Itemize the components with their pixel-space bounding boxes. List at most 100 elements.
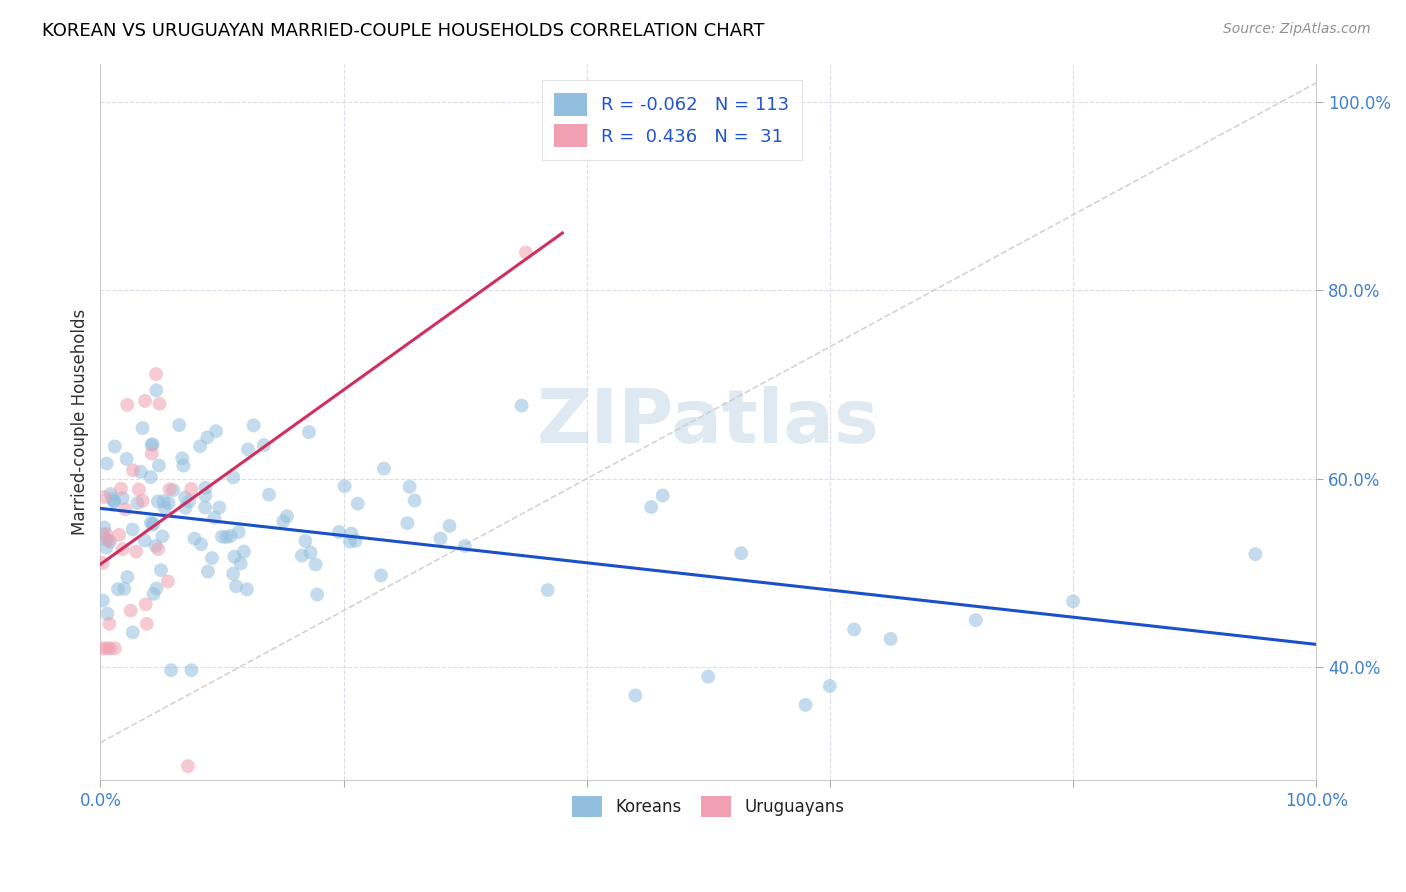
Point xyxy=(145,384,167,398)
Point xyxy=(128,483,150,497)
Point xyxy=(96,527,118,541)
Text: Source: ZipAtlas.com: Source: ZipAtlas.com xyxy=(1223,22,1371,37)
Point xyxy=(515,245,537,260)
Point xyxy=(299,545,322,559)
Point xyxy=(96,541,118,555)
Point xyxy=(224,549,246,564)
Point xyxy=(291,549,314,563)
Point xyxy=(339,534,361,549)
Point xyxy=(1062,594,1084,608)
Point xyxy=(242,418,264,433)
Point xyxy=(142,516,165,531)
Point xyxy=(153,500,176,515)
Point xyxy=(271,514,294,528)
Point xyxy=(180,482,202,496)
Point xyxy=(537,582,560,597)
Point xyxy=(149,397,172,411)
Point xyxy=(205,424,228,438)
Point xyxy=(340,526,363,541)
Point xyxy=(307,587,329,601)
Point xyxy=(211,530,233,544)
Point xyxy=(624,689,647,703)
Point xyxy=(125,544,148,558)
Point xyxy=(965,613,987,627)
Point xyxy=(127,496,149,510)
Point xyxy=(91,593,114,607)
Point xyxy=(201,551,224,566)
Point xyxy=(346,497,368,511)
Point xyxy=(101,491,124,506)
Point xyxy=(91,641,114,656)
Point xyxy=(429,532,451,546)
Point xyxy=(344,533,367,548)
Point xyxy=(188,439,211,453)
Point xyxy=(139,516,162,530)
Point xyxy=(142,587,165,601)
Point xyxy=(215,530,238,544)
Point xyxy=(112,582,135,596)
Point xyxy=(103,494,125,508)
Point xyxy=(141,438,163,452)
Point xyxy=(640,500,662,514)
Point xyxy=(651,488,673,502)
Point xyxy=(98,534,121,549)
Point xyxy=(328,524,350,539)
Point xyxy=(114,502,136,516)
Point xyxy=(174,491,197,505)
Point xyxy=(373,461,395,475)
Point xyxy=(228,524,250,539)
Point xyxy=(177,759,200,773)
Point xyxy=(333,479,356,493)
Point xyxy=(111,491,134,505)
Point xyxy=(152,494,174,508)
Point xyxy=(122,463,145,477)
Point xyxy=(236,442,259,457)
Text: KOREAN VS URUGUAYAN MARRIED-COUPLE HOUSEHOLDS CORRELATION CHART: KOREAN VS URUGUAYAN MARRIED-COUPLE HOUSE… xyxy=(42,22,765,40)
Point xyxy=(135,616,157,631)
Point xyxy=(96,641,118,656)
Point xyxy=(108,528,131,542)
Point xyxy=(145,582,167,596)
Legend: Koreans, Uruguayans: Koreans, Uruguayans xyxy=(564,788,853,826)
Point xyxy=(96,457,118,471)
Point xyxy=(145,367,167,381)
Point xyxy=(730,546,752,560)
Point xyxy=(195,430,218,444)
Point xyxy=(162,483,184,497)
Point xyxy=(879,632,901,646)
Point xyxy=(135,597,157,611)
Point xyxy=(818,679,841,693)
Point xyxy=(794,698,817,712)
Point xyxy=(439,519,461,533)
Point xyxy=(167,418,190,433)
Point xyxy=(146,542,169,557)
Point xyxy=(96,607,118,621)
Point xyxy=(194,500,217,515)
Point xyxy=(204,510,226,524)
Point xyxy=(93,520,115,534)
Point xyxy=(194,488,217,502)
Point xyxy=(222,566,245,581)
Point xyxy=(229,557,252,571)
Point xyxy=(91,556,114,570)
Point xyxy=(294,533,316,548)
Point xyxy=(97,533,120,548)
Point xyxy=(697,670,720,684)
Point xyxy=(93,490,115,504)
Point xyxy=(98,641,121,656)
Point xyxy=(159,482,181,496)
Point xyxy=(510,399,533,413)
Point xyxy=(208,500,231,515)
Point xyxy=(190,537,212,551)
Point xyxy=(103,494,125,508)
Point xyxy=(157,496,180,510)
Point xyxy=(276,509,298,524)
Point xyxy=(131,421,153,435)
Point xyxy=(1244,547,1267,561)
Point xyxy=(257,488,280,502)
Point xyxy=(121,523,143,537)
Point xyxy=(120,604,142,618)
Point xyxy=(93,527,115,541)
Point xyxy=(117,570,139,584)
Point xyxy=(233,544,256,558)
